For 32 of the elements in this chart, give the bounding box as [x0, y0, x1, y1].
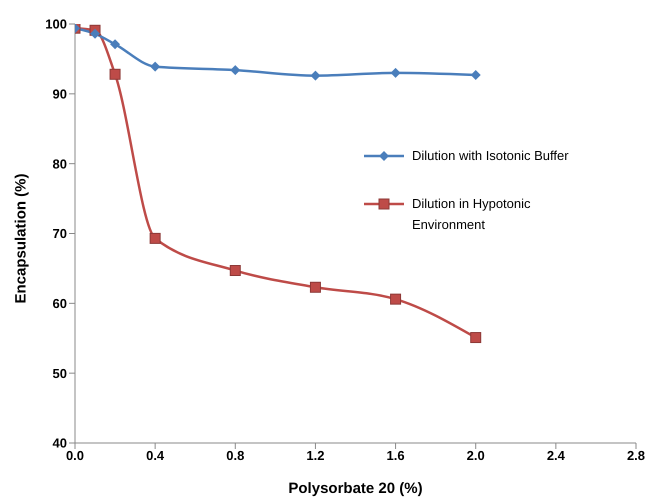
x-tick-label: 0.8 [226, 448, 244, 464]
y-axis-title: Encapsulation (%) [12, 173, 30, 304]
point [470, 70, 481, 80]
y-tick-label: 50 [52, 366, 67, 381]
x-tick-label: 0.4 [146, 448, 165, 464]
legend-label: Dilution with Isotonic Buffer [412, 148, 570, 163]
x-tick-label: 2.8 [626, 448, 646, 464]
point [110, 39, 120, 50]
point [390, 68, 401, 78]
point [90, 28, 100, 39]
point [390, 294, 402, 305]
x-tick-label: 1.6 [386, 448, 405, 464]
point [230, 265, 241, 276]
point [150, 232, 161, 244]
point [150, 62, 160, 72]
x-tick-label: 2.4 [546, 448, 566, 464]
x-tick-label: 0.0 [66, 448, 84, 464]
point [310, 70, 320, 81]
point [470, 332, 482, 344]
point [110, 68, 121, 80]
point [230, 65, 240, 76]
y-tick-label: 40 [52, 436, 67, 451]
legend-label: Dilution in Hypotonic Environment [412, 196, 532, 232]
y-tick-label: 60 [52, 296, 67, 311]
y-tick-label: 90 [52, 86, 67, 102]
x-tick-label: 1.2 [306, 448, 324, 464]
y-tick-label: 100 [45, 16, 67, 32]
x-tick-label: 2.0 [466, 448, 485, 464]
x-axis-title: Polysorbate 20 (%) [288, 480, 423, 497]
point [310, 282, 321, 293]
y-tick-label: 70 [52, 226, 67, 242]
y-tick-label: 80 [52, 156, 67, 172]
